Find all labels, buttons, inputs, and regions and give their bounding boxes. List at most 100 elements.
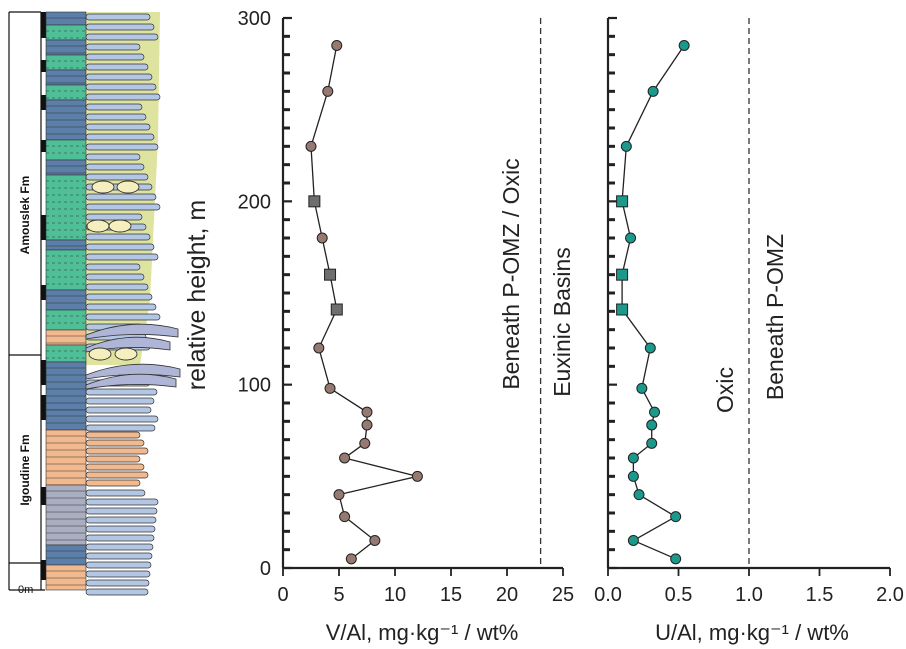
data-point <box>647 85 659 97</box>
data-point-square <box>324 268 337 281</box>
lithology-bed <box>85 193 157 201</box>
lithology-bed <box>85 103 143 111</box>
data-point <box>649 406 661 418</box>
lithology-bed <box>85 388 158 396</box>
column-marker-bar <box>41 60 46 72</box>
lithology-bed <box>85 123 151 131</box>
lithology-unit <box>45 11 87 26</box>
lithology-bed <box>85 415 159 423</box>
data-point <box>411 470 423 482</box>
lithology-bed <box>85 588 149 596</box>
data-point-square <box>330 303 343 316</box>
data-point <box>670 511 682 523</box>
lithology-bed <box>85 213 143 221</box>
column-marker-bar <box>41 140 46 152</box>
y-tick-label: 300 <box>238 8 271 30</box>
x-tick-label: 1.5 <box>806 584 834 606</box>
nodule <box>114 347 138 361</box>
zone-label-euxinic-basins: Euxinic Basins <box>549 247 575 397</box>
lithology-bed <box>85 424 156 432</box>
lithology-bed <box>85 143 159 151</box>
data-point <box>644 342 656 354</box>
x-tick-label: 20 <box>496 584 518 606</box>
column-base-label: 0m <box>18 584 33 596</box>
data-point <box>646 437 658 449</box>
lithology-bed <box>85 439 145 447</box>
lithology-bed <box>85 525 156 533</box>
data-point <box>331 40 343 51</box>
lithology-bed <box>85 479 141 487</box>
data-point-square <box>616 303 629 316</box>
column-marker-bar <box>41 487 46 505</box>
lithology-bed <box>85 561 152 569</box>
x-tick-label: 0.5 <box>665 584 693 606</box>
data-point <box>313 342 325 354</box>
column-marker-bar <box>41 285 46 300</box>
lithology-mound <box>85 323 179 340</box>
lithology-bed <box>85 173 149 181</box>
lithology-bed <box>85 283 149 291</box>
x-tick-label: 15 <box>440 584 462 606</box>
y-axis-title: relative height, m <box>183 200 211 390</box>
lithology-bed <box>85 203 161 211</box>
lithology-bed <box>85 63 149 71</box>
lithology-bed <box>85 273 145 281</box>
data-point <box>627 452 639 464</box>
column-marker-bar <box>41 360 46 385</box>
data-point <box>339 511 351 523</box>
column-marker-bar <box>41 395 46 420</box>
lithology-bed <box>85 133 155 141</box>
lithology-bed <box>85 253 159 261</box>
lithology-bed <box>85 570 151 578</box>
lithology-bed <box>85 13 151 21</box>
lithology-bed <box>85 73 153 81</box>
column-marker-bar <box>41 560 46 580</box>
lithology-unit <box>45 361 87 411</box>
data-point <box>670 553 682 565</box>
lithology-bed <box>85 516 157 524</box>
lithology-bed <box>85 471 149 479</box>
data-point <box>361 406 373 418</box>
lithology-bed <box>85 33 159 41</box>
lithology-bed <box>85 163 145 171</box>
lithology-bed <box>85 431 141 439</box>
data-point <box>322 85 334 97</box>
lithology-unit <box>45 484 87 546</box>
data-point <box>324 382 336 394</box>
data-point <box>620 140 632 152</box>
lithology-bed <box>85 293 153 301</box>
lithology-bed <box>85 303 157 311</box>
x-tick-label: 0 <box>277 584 288 606</box>
y-tick-label: 200 <box>238 191 271 213</box>
lithology-bed <box>85 447 149 455</box>
lithology-bed <box>85 463 145 471</box>
zone-label-beneath-pomz-oxic: Beneath P-OMZ / Oxic <box>498 158 524 389</box>
column-marker-bar <box>41 215 46 240</box>
data-point <box>345 553 357 565</box>
lithology-bed <box>85 552 153 560</box>
nodule <box>91 180 115 194</box>
data-point <box>633 489 645 501</box>
lithology-bed <box>85 263 141 271</box>
series-line <box>310 45 418 560</box>
lithology-bed <box>85 83 157 91</box>
data-point <box>305 140 317 152</box>
zone-label-oxic: Oxic <box>712 367 738 413</box>
lithology-bed <box>85 43 141 51</box>
lithology-bed <box>85 233 151 241</box>
lithology-bed <box>85 53 145 61</box>
lithology-bed <box>85 498 159 506</box>
stratigraphic-column <box>8 11 181 596</box>
lithology-unit <box>45 174 87 241</box>
data-point <box>627 470 639 482</box>
data-point <box>627 535 639 546</box>
data-point <box>646 419 658 431</box>
data-point <box>625 232 637 244</box>
lithology-mound <box>85 363 181 380</box>
lithology-unit <box>45 289 87 311</box>
lithology-bed <box>85 406 152 414</box>
lithology-bed <box>85 153 141 161</box>
data-point-square <box>616 268 629 281</box>
data-point-square <box>308 195 321 208</box>
